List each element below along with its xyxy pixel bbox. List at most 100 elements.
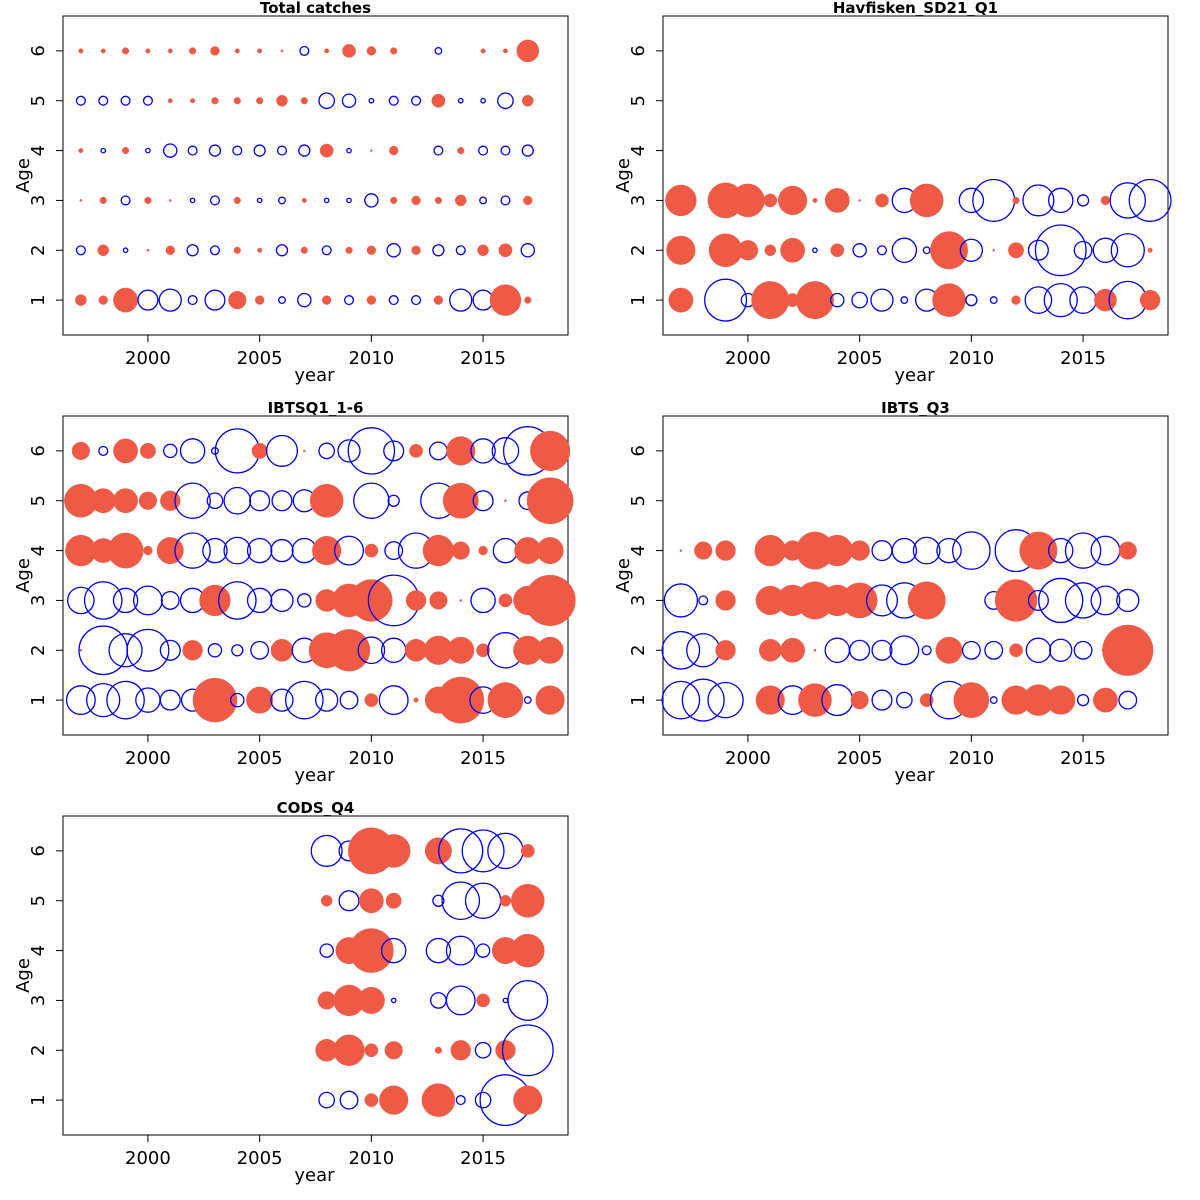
bubble-positive	[167, 48, 173, 54]
x-axis-label: year	[294, 1165, 335, 1186]
bubble-negative	[961, 640, 981, 660]
bubble-positive	[379, 1085, 409, 1115]
bubble-negative	[474, 1041, 492, 1059]
plot-frame	[62, 815, 569, 1136]
bubble-positive	[708, 233, 743, 268]
bubble-negative	[315, 688, 339, 712]
bubble-positive	[349, 928, 394, 973]
bubble-negative	[223, 486, 252, 515]
bubble-negative	[461, 829, 505, 873]
panel-title: IBTSQ1_1-6	[268, 399, 364, 417]
y-tick-label: 2	[28, 245, 49, 256]
panel-title: CODS_Q4	[277, 799, 355, 817]
bubble-negative	[1090, 535, 1121, 566]
bubble-positive	[778, 185, 808, 215]
bubble-negative	[1110, 233, 1145, 268]
y-tick-label: 5	[628, 95, 649, 106]
bubble-positive	[478, 545, 488, 556]
bubble-negative	[122, 247, 129, 254]
bubble-positive	[139, 442, 156, 459]
bubble-negative	[334, 535, 364, 566]
bubble-negative	[989, 296, 998, 305]
bubble-positive	[1094, 288, 1117, 312]
bubble-positive	[233, 246, 241, 254]
bubble-negative	[438, 828, 484, 874]
bubble-negative	[1027, 589, 1049, 611]
bubble-negative	[158, 288, 182, 312]
x-axis-label: year	[294, 765, 335, 786]
bubble-negative	[297, 292, 312, 308]
bubble-negative	[384, 541, 404, 561]
bubble-negative	[318, 1091, 336, 1109]
bubble-negative	[889, 635, 920, 666]
bubble-positive	[122, 147, 130, 155]
bubble-negative	[78, 625, 129, 676]
bubble-negative	[318, 92, 336, 110]
bubble-positive	[320, 894, 333, 907]
bubble-negative	[256, 197, 263, 204]
bubble-positive	[146, 248, 150, 252]
bubble-negative	[1076, 194, 1090, 207]
y-tick-label: 1	[628, 694, 649, 705]
bubble-positive	[366, 46, 377, 56]
bubble-positive	[257, 247, 263, 253]
bubble-positive	[476, 993, 490, 1008]
plot-frame	[662, 15, 1169, 336]
bubble-negative	[865, 584, 899, 617]
bubble-positive	[1118, 541, 1137, 560]
bubble-negative	[1038, 577, 1084, 624]
bubble-negative	[343, 295, 355, 306]
bubble-positive	[189, 47, 197, 55]
bubble-negative	[187, 145, 198, 156]
bubble-negative	[65, 685, 96, 716]
bubble-negative	[270, 688, 294, 712]
bubble-positive	[422, 534, 455, 567]
bubble-positive	[477, 244, 489, 257]
bubble-negative	[922, 246, 931, 255]
bubble-positive	[138, 491, 157, 510]
bubble-positive	[228, 291, 247, 310]
bubble-negative	[386, 243, 401, 258]
bubble-negative	[380, 937, 407, 964]
x-tick-label: 2010	[348, 748, 394, 769]
bubble-positive	[145, 48, 151, 54]
bubble-negative	[876, 245, 888, 256]
bubble-negative	[120, 95, 131, 106]
bubble-positive	[71, 441, 90, 460]
bubble-positive	[459, 599, 463, 602]
bubble-positive	[434, 1046, 442, 1054]
bubble-negative	[390, 997, 397, 1004]
bubble-negative	[698, 595, 709, 606]
bubble-negative	[270, 588, 294, 613]
bubble-negative	[253, 144, 266, 157]
bubble-negative	[1092, 237, 1119, 264]
x-tick-label: 2005	[237, 748, 283, 769]
bubble-negative	[959, 238, 984, 262]
bubble-negative	[411, 295, 422, 306]
bubble-positive	[715, 540, 736, 561]
bubble-negative	[223, 536, 252, 565]
x-tick-label: 2000	[125, 348, 171, 369]
bubble-positive	[830, 243, 845, 258]
bubble-negative	[353, 482, 390, 519]
bubble-positive	[932, 283, 966, 317]
bubble-positive	[233, 196, 241, 204]
bubble-positive	[511, 933, 545, 968]
bubble-negative	[207, 643, 223, 658]
bubble-positive	[812, 197, 818, 203]
y-tick-label: 3	[628, 595, 649, 606]
bubble-positive	[370, 149, 373, 152]
bubble-negative	[661, 630, 701, 670]
bubble-positive	[300, 97, 308, 105]
bubble-positive	[276, 94, 288, 107]
bubble-negative	[346, 197, 352, 204]
bubble-negative	[500, 195, 511, 206]
bubble-negative	[160, 590, 180, 610]
panel-title: IBTS_Q3	[881, 399, 950, 417]
bubble-negative	[492, 537, 519, 564]
bubble-positive	[841, 582, 878, 619]
bubble-negative	[246, 537, 273, 564]
bubble-negative	[265, 434, 299, 467]
bubble-negative	[321, 245, 332, 256]
bubble-negative	[1025, 637, 1052, 664]
